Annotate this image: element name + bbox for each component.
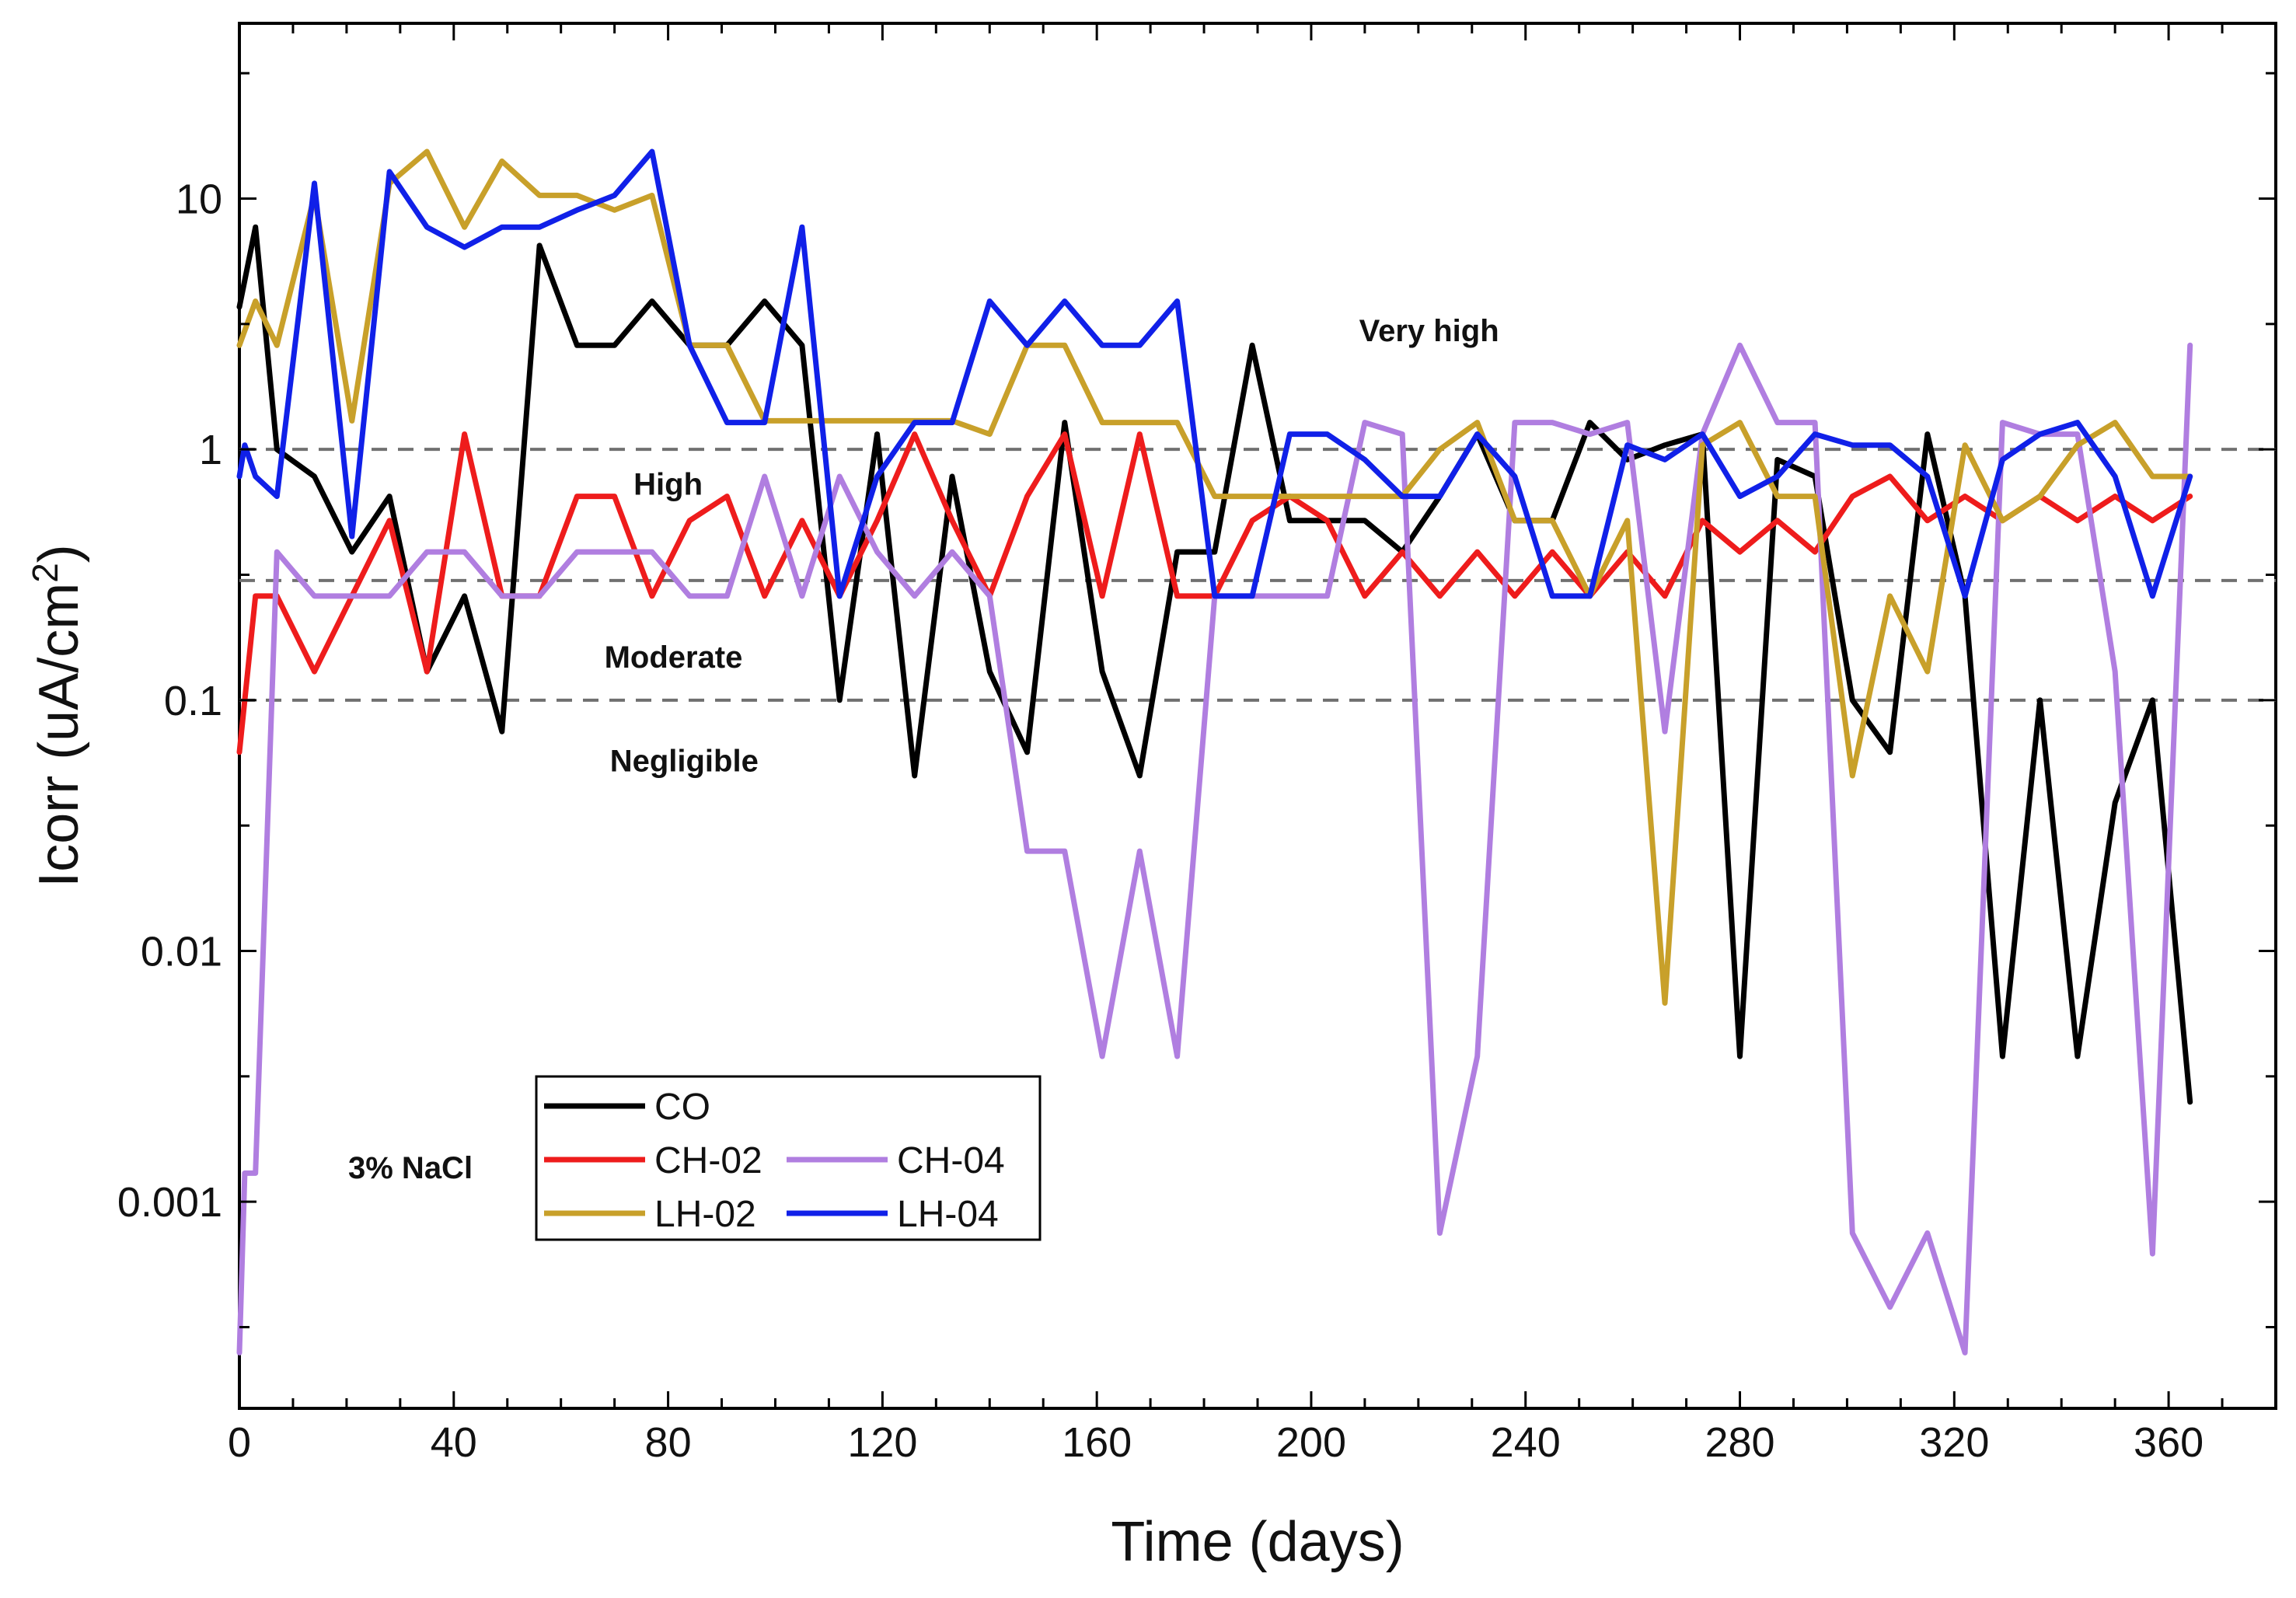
- y-axis-title-main: Icorr (uA/cm: [28, 583, 90, 888]
- x-tick-label: 360: [2134, 1419, 2204, 1466]
- y-axis-title-end: ): [28, 544, 90, 563]
- legend-label-lh-02: LH-02: [654, 1194, 756, 1235]
- x-tick-label: 80: [645, 1419, 692, 1466]
- x-tick-label: 120: [847, 1419, 917, 1466]
- x-tick-label: 320: [1919, 1419, 1989, 1466]
- zone-label-negligible: Negligible: [610, 744, 759, 778]
- y-tick-label: 0.001: [117, 1179, 222, 1226]
- y-tick-label: 0.01: [141, 929, 222, 975]
- x-tick-label: 40: [431, 1419, 477, 1466]
- y-tick-label: 10: [176, 176, 222, 223]
- x-tick-label: 240: [1491, 1419, 1561, 1466]
- legend-label-ch-02: CH-02: [654, 1140, 762, 1181]
- zone-labels: Very high High Moderate Negligible: [605, 314, 1499, 778]
- series-line-ch-04: [236, 342, 2193, 1356]
- legend-label-lh-04: LH-04: [897, 1194, 999, 1235]
- axes-layer: 0 40 80 120 160 200 240 280 320 360 0.001 0.01 0.1 1 1…: [117, 23, 2277, 1466]
- zone-label-moderate: Moderate: [605, 640, 743, 675]
- y-axis-title-sup: 2: [25, 563, 65, 583]
- y-tick-label: 0.1: [164, 678, 222, 724]
- x-axis-title: Time (days): [1111, 1511, 1404, 1573]
- x-tick-label: 0: [228, 1419, 251, 1466]
- legend-label-ch-04: CH-04: [897, 1140, 1005, 1181]
- legend: CO CH-02 CH-04 LH-02 LH-04: [535, 1075, 1042, 1241]
- legend-label-co: CO: [654, 1087, 710, 1128]
- x-tick-label: 160: [1062, 1419, 1132, 1466]
- series-line-co: [236, 224, 2193, 1105]
- series-layer: [236, 148, 2193, 1356]
- x-tick-label: 200: [1276, 1419, 1346, 1466]
- x-tick-label: 280: [1705, 1419, 1774, 1466]
- annotation-nacl: 3% NaCl: [348, 1151, 473, 1185]
- y-axis-title: Icorr (uA/cm2): [25, 544, 90, 888]
- y-tick-label: 1: [199, 427, 222, 473]
- zone-label-very-high: Very high: [1359, 314, 1499, 348]
- zone-label-high: High: [633, 467, 703, 501]
- series-line-lh-04: [236, 148, 2193, 599]
